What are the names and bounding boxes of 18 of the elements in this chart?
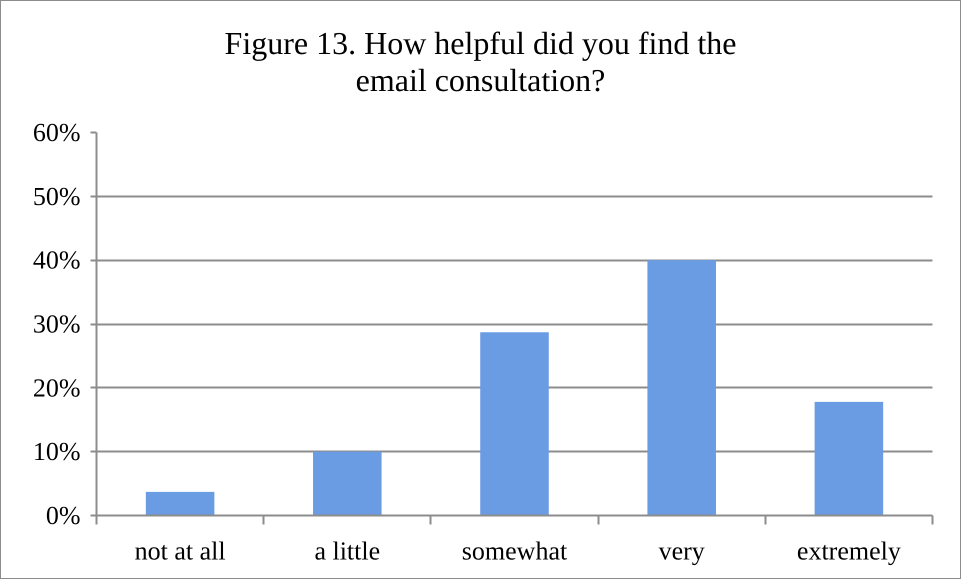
- y-tick-label: 0%: [46, 501, 81, 530]
- bar: [480, 332, 549, 516]
- y-tick-label: 50%: [32, 182, 81, 211]
- y-tick-label: 10%: [32, 437, 81, 466]
- bar: [146, 492, 214, 516]
- x-tick-label: very: [658, 536, 705, 566]
- x-tick-label: not at all: [134, 536, 226, 566]
- chart-title: Figure 13. How helpful did you find the email consultation?: [224, 25, 736, 99]
- x-tick-label: somewhat: [462, 536, 568, 566]
- x-tick-label: extremely: [796, 536, 901, 566]
- bar: [814, 402, 884, 516]
- y-tick-label: 60%: [32, 118, 81, 147]
- y-tick-label: 20%: [32, 373, 81, 402]
- y-tick-label: 40%: [32, 246, 81, 275]
- bar: [647, 260, 716, 516]
- y-tick-label: 30%: [32, 310, 81, 338]
- x-tick-label: a little: [314, 536, 380, 566]
- bar: [313, 452, 382, 516]
